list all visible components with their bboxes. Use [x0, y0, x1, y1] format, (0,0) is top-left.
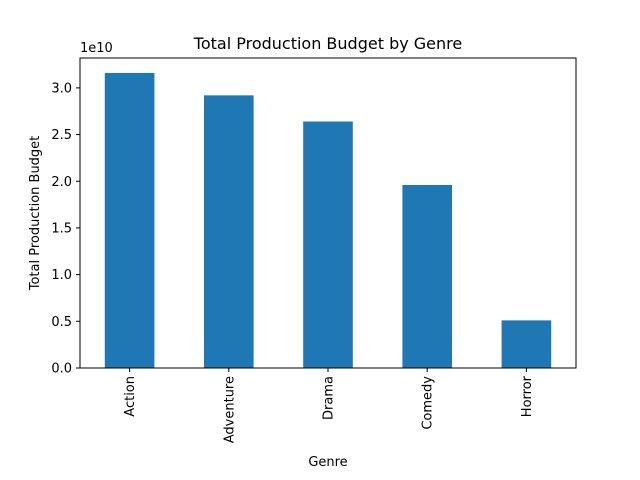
x-tick-label: Comedy: [421, 376, 436, 430]
chart-title: Total Production Budget by Genre: [193, 34, 462, 53]
bar-action: [104, 72, 155, 368]
y-tick-label: 3.0: [51, 81, 72, 96]
bar-drama: [303, 121, 353, 368]
plot-frame: [79, 57, 577, 369]
y-axis-ticks: 0.0 0.5 1.0 1.5 2.0 2.5 3.0: [51, 81, 80, 377]
x-tick-label: Action: [123, 376, 138, 417]
x-tick-label: Horror: [520, 375, 535, 417]
bars: [104, 72, 552, 368]
y-tick-label: 0.0: [51, 362, 72, 377]
y-tick-label: 1.5: [51, 221, 72, 236]
y-tick-label: 2.0: [51, 175, 72, 190]
y-tick-label: 0.5: [51, 315, 72, 330]
y-axis-label: Total Production Budget: [28, 136, 43, 292]
x-axis-label: Genre: [308, 455, 347, 470]
bar-horror: [501, 320, 552, 368]
y-scale-label: 1e10: [80, 41, 113, 56]
bar-comedy: [402, 184, 452, 368]
x-axis-ticks: Action Adventure Drama Comedy Horror: [123, 368, 535, 443]
y-tick-label: 2.5: [51, 128, 72, 143]
x-tick-label: Adventure: [222, 376, 237, 443]
x-tick-label: Drama: [322, 376, 337, 420]
bar-adventure: [204, 95, 254, 368]
y-tick-label: 1.0: [51, 268, 72, 283]
